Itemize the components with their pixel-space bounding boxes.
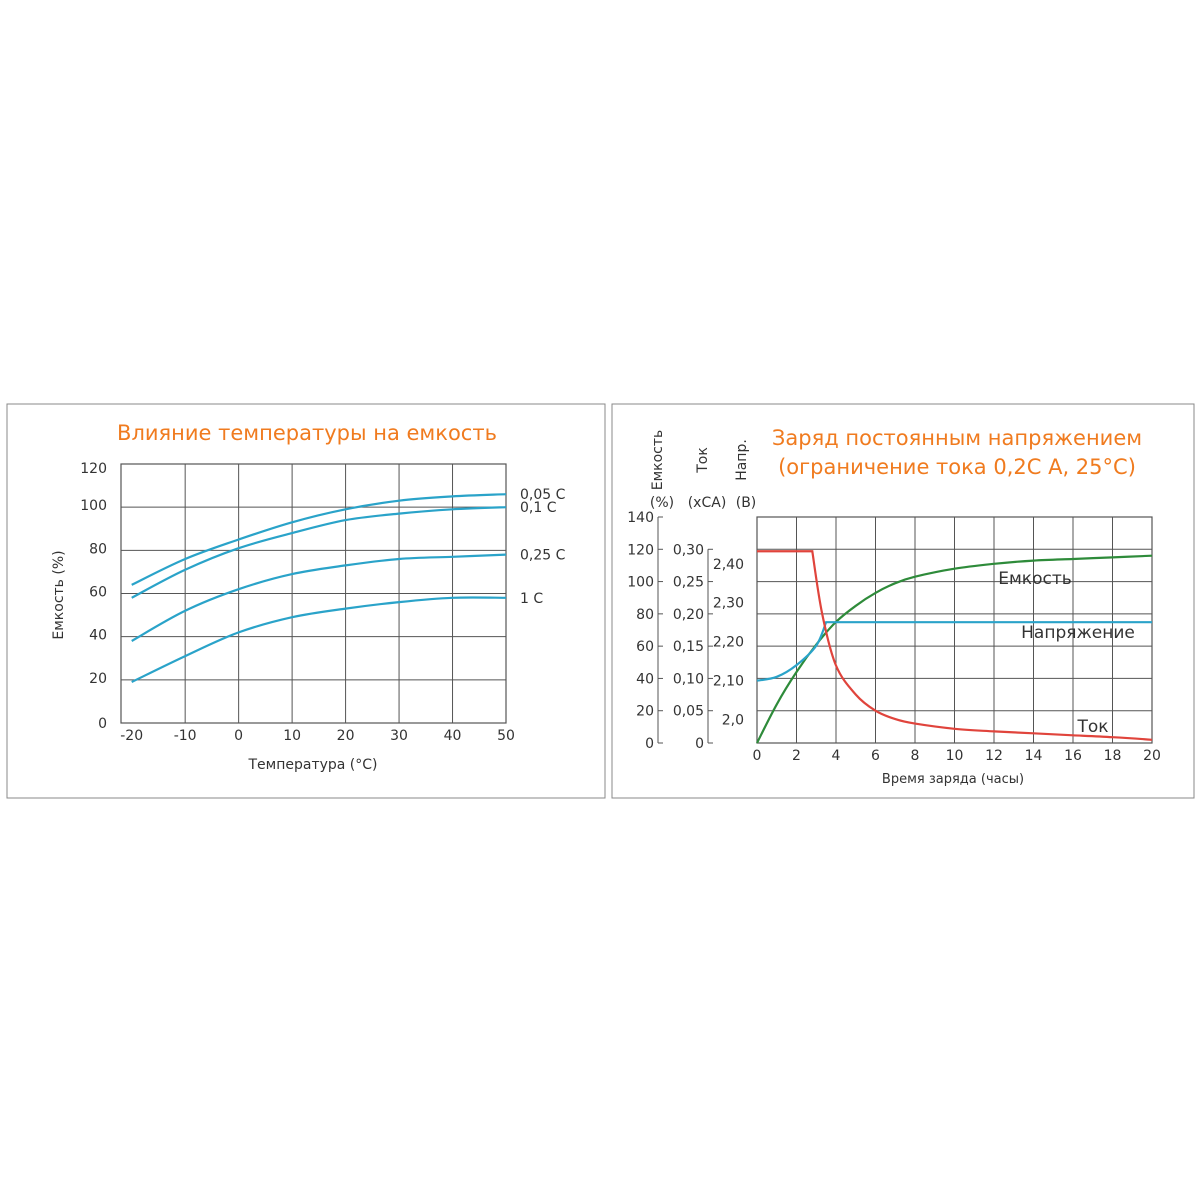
right-y-tick-label: 0,15 — [673, 639, 704, 655]
right-y-tick-label: 60 — [636, 639, 654, 655]
right-series-line — [756, 621, 1153, 682]
left-series-line — [131, 493, 507, 586]
left-series-label: 1 С — [520, 591, 543, 607]
left-x-tick-label: 50 — [497, 728, 515, 744]
left-series-label: 0,25 С — [520, 548, 566, 564]
left-series-label: 0,1 С — [520, 500, 557, 516]
right-x-tick-label: 0 — [753, 748, 762, 764]
right-chart-series — [756, 550, 1153, 744]
right-x-tick-label: 14 — [1025, 748, 1043, 764]
left-y-tick-label: 100 — [80, 498, 107, 514]
right-y-tick-label: 0,30 — [673, 542, 704, 558]
left-chart-series-labels: 0,05 С0,1 С 0,25 С 1 С — [520, 487, 566, 607]
left-y-tick-label: 20 — [89, 671, 107, 687]
right-chart-x-axis-label: Время заряда (часы) — [882, 772, 1024, 787]
right-y-tick-label: 140 — [627, 510, 654, 526]
right-y-tick-label: 0,05 — [673, 704, 704, 720]
left-x-tick-label: 40 — [444, 728, 462, 744]
right-y-tick-label: 100 — [627, 575, 654, 591]
right-panel-frame — [611, 403, 1195, 799]
left-y-tick-label: 40 — [89, 628, 107, 644]
left-x-tick-label: 0 — [234, 728, 243, 744]
right-series-line — [757, 550, 1153, 741]
right-y-tick-label: 2,30 — [713, 596, 744, 612]
left-chart-x-ticks: -20 -10 0 10 20 30 40 50 — [120, 728, 515, 744]
right-y-tick-label: 0 — [695, 736, 704, 752]
left-x-tick-label: -10 — [174, 728, 197, 744]
right-y-tick-label: 80 — [636, 607, 654, 623]
left-chart-y-axis-label: Емкость (%) — [51, 550, 67, 639]
left-panel-frame — [6, 403, 606, 799]
right-series-label: Напряжение — [1021, 623, 1135, 643]
left-chart-y-ticks: 0 20 40 60 80 100 120 — [80, 461, 107, 732]
charge-constant-voltage-chart: Заряд постоянным напряжением (ограничени… — [627, 426, 1161, 787]
left-y-tick-label: 120 — [80, 461, 107, 477]
right-series-label: Ток — [1076, 717, 1108, 737]
right-y-tick-label: 0 — [645, 736, 654, 752]
right-x-tick-label: 18 — [1104, 748, 1122, 764]
right-y-tick-label: 0,10 — [673, 671, 704, 687]
right-x-tick-label: 2 — [792, 748, 801, 764]
right-y-tick-label: 2,10 — [713, 674, 744, 690]
right-y-axis-unit: (%) — [650, 495, 674, 511]
right-series-label: Емкость — [998, 569, 1072, 589]
left-x-tick-label: 20 — [337, 728, 355, 744]
right-y-tick-label: 2,20 — [713, 635, 744, 651]
right-x-tick-label: 4 — [832, 748, 841, 764]
left-chart-grid — [120, 463, 507, 724]
right-y-axis-name: Ток — [695, 447, 711, 474]
right-y-axis-unit: (хСА) — [688, 495, 727, 511]
right-chart-grid — [756, 516, 1153, 744]
right-x-tick-label: 10 — [946, 748, 964, 764]
right-y-tick-label: 2,40 — [713, 557, 744, 573]
right-x-tick-label: 12 — [985, 748, 1003, 764]
right-y-tick-label: 0,25 — [673, 575, 704, 591]
left-series-label: 0,05 С — [520, 487, 566, 503]
right-x-tick-label: 20 — [1143, 748, 1161, 764]
left-series-line — [131, 596, 507, 683]
right-y-tick-label: 2,0 — [722, 713, 744, 729]
right-y-axis-name: Напр. — [734, 439, 750, 481]
left-y-tick-label: 60 — [89, 585, 107, 601]
right-chart-series-labels: Емкость Напряжение Ток — [998, 569, 1135, 737]
right-chart-title: Заряд постоянным напряжением — [772, 426, 1142, 450]
right-y-axis-name: Емкость — [650, 430, 666, 491]
left-chart-series — [131, 493, 507, 683]
left-series-line — [131, 506, 507, 599]
temperature-capacity-chart: Влияние температуры на емкость -20 -10 0 10… — [51, 421, 566, 773]
left-y-tick-label: 0 — [98, 716, 107, 732]
right-x-tick-label: 6 — [871, 748, 880, 764]
left-x-tick-label: -20 — [120, 728, 143, 744]
right-x-tick-label: 8 — [911, 748, 920, 764]
left-chart-title: Влияние температуры на емкость — [117, 421, 497, 445]
left-series-line — [131, 553, 507, 642]
right-y-tick-label: 20 — [636, 704, 654, 720]
left-chart-x-axis-label: Температура (°С) — [247, 757, 377, 773]
right-chart-subtitle: (ограничение тока 0,2С А, 25°С) — [778, 455, 1136, 479]
right-chart-x-ticks: 0 2 4 6 8 10 12 14 16 18 20 — [753, 748, 1161, 764]
right-chart-y-axes: 0 20 40 60 80 100 120 140 Емкость (%) 0 0,05 0,10 0,1… — [627, 430, 756, 752]
right-y-tick-label: 40 — [636, 671, 654, 687]
left-y-tick-label: 80 — [89, 541, 107, 557]
right-series-line — [756, 554, 1153, 744]
left-x-tick-label: 30 — [390, 728, 408, 744]
right-y-tick-label: 0,20 — [673, 607, 704, 623]
right-x-tick-label: 16 — [1064, 748, 1082, 764]
right-y-tick-label: 120 — [627, 542, 654, 558]
left-x-tick-label: 10 — [283, 728, 301, 744]
right-y-axis-unit: (В) — [736, 495, 757, 511]
